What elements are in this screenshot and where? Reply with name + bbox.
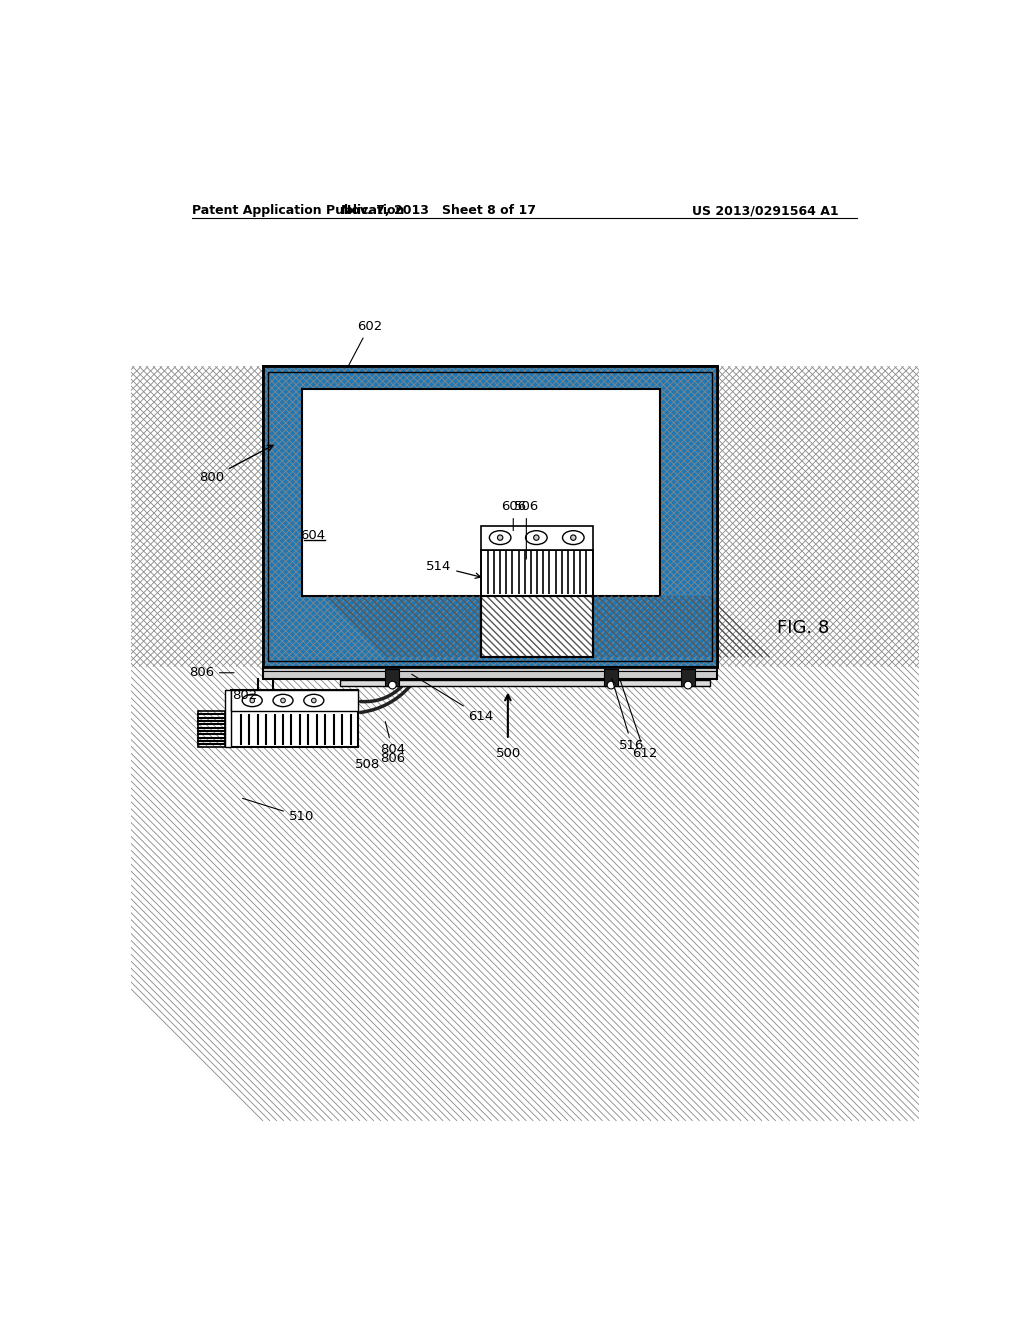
Bar [198,711,224,747]
Text: 500: 500 [496,747,521,760]
Bar [481,549,593,595]
Text: 514: 514 [426,560,480,578]
Text: 506: 506 [514,500,539,560]
Ellipse shape [489,531,511,545]
Bar [481,549,593,595]
Bar [263,367,717,667]
Ellipse shape [243,694,262,706]
Text: 602: 602 [347,319,382,368]
Bar [481,595,593,657]
Text: US 2013/0291564 A1: US 2013/0291564 A1 [692,205,839,218]
Text: 516: 516 [611,678,644,751]
Bar [301,389,659,595]
Text: 510: 510 [243,799,314,824]
Circle shape [498,535,503,540]
Text: 508: 508 [355,758,380,771]
Bar [604,669,617,686]
Bar [340,681,710,686]
Bar [385,669,399,686]
Text: 806: 806 [188,667,234,680]
Text: FIG. 8: FIG. 8 [777,619,829,638]
Circle shape [534,535,539,540]
Bar [230,689,357,711]
Circle shape [281,698,286,702]
Bar [481,525,593,549]
Bar [263,367,717,667]
Bar [230,689,357,747]
Bar [263,367,717,667]
Text: 804: 804 [380,722,404,756]
Bar [263,667,717,678]
Text: 806: 806 [381,752,406,766]
Bar [481,595,593,657]
Circle shape [684,681,692,689]
Circle shape [570,535,577,540]
Circle shape [607,681,614,689]
Bar [481,595,593,657]
Bar [224,689,230,747]
Text: 612: 612 [620,678,657,760]
Circle shape [311,698,316,702]
Text: 606: 606 [501,500,525,531]
Text: 802: 802 [231,689,257,702]
Text: 604: 604 [300,529,326,543]
Text: 800: 800 [199,445,273,484]
Text: Nov. 7, 2013   Sheet 8 of 17: Nov. 7, 2013 Sheet 8 of 17 [341,205,536,218]
Circle shape [388,681,396,689]
Ellipse shape [273,694,293,706]
Text: 614: 614 [412,675,494,723]
Ellipse shape [304,694,324,706]
Ellipse shape [525,531,547,545]
Ellipse shape [562,531,584,545]
Text: Patent Application Publication: Patent Application Publication [193,205,404,218]
Bar [268,372,712,661]
Bar [681,669,695,686]
Circle shape [250,698,255,702]
